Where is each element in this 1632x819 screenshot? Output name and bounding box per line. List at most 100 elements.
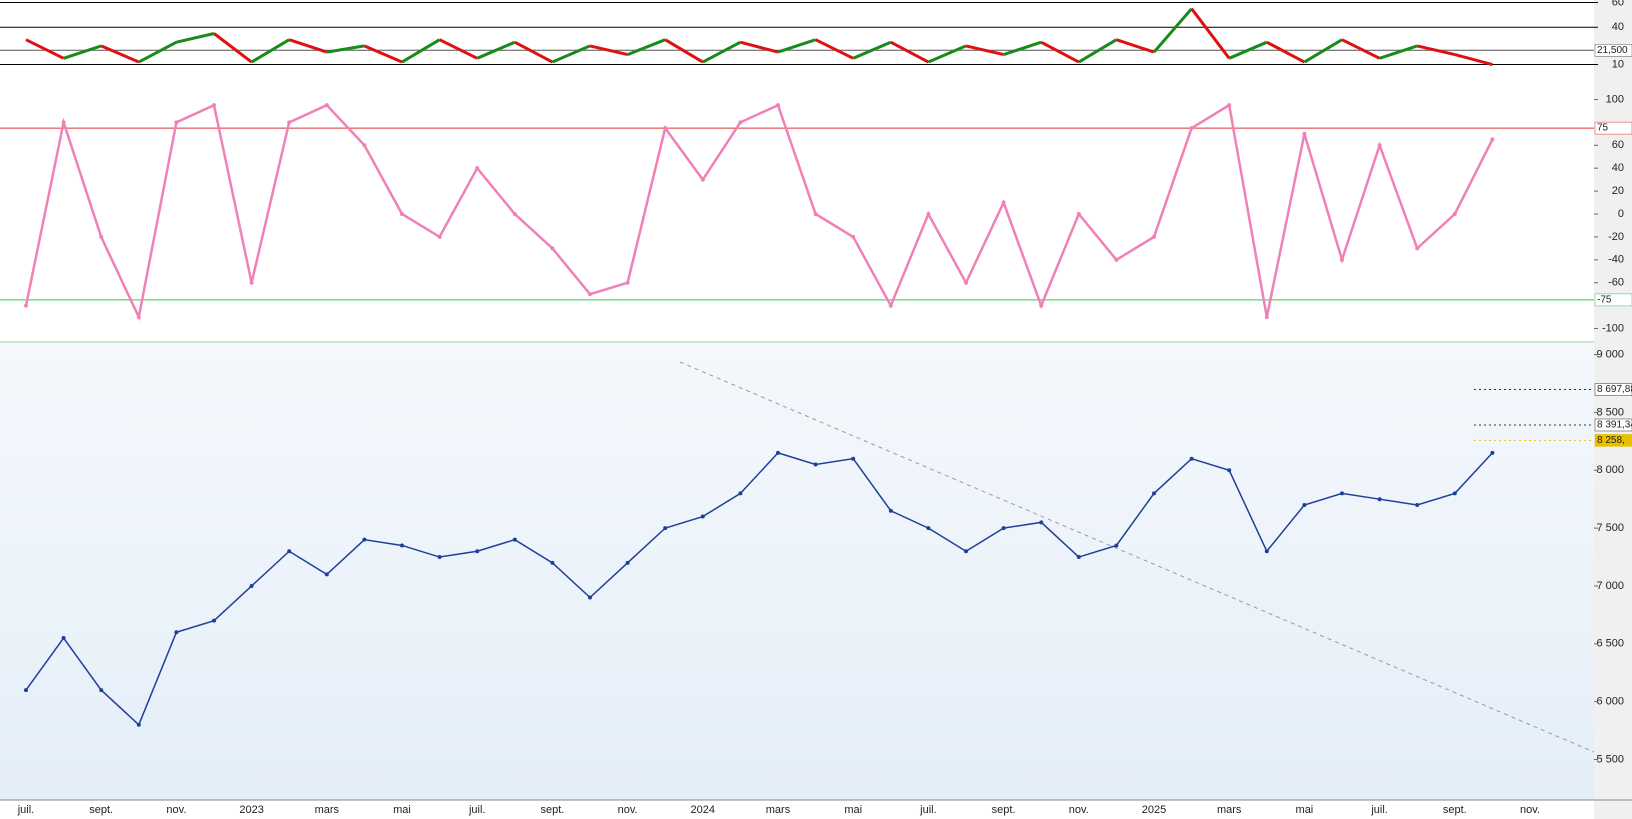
x-tick-label: 2024 bbox=[691, 804, 715, 816]
line-segment bbox=[927, 44, 967, 64]
line-segment bbox=[288, 38, 328, 54]
line-segment bbox=[401, 38, 441, 64]
data-point bbox=[1114, 257, 1119, 262]
x-tick-label: mars bbox=[315, 804, 340, 816]
y-tick-label: 6 000 bbox=[1596, 696, 1624, 708]
data-point bbox=[888, 303, 893, 308]
y-tick-label: -100 bbox=[1602, 322, 1624, 334]
data-point bbox=[625, 560, 630, 565]
data-point bbox=[437, 555, 442, 560]
y-tick-label: 8 000 bbox=[1596, 464, 1624, 476]
x-tick-label: nov. bbox=[1520, 804, 1540, 816]
data-point bbox=[1076, 555, 1081, 560]
line-segment bbox=[1078, 38, 1118, 64]
data-point bbox=[1452, 212, 1457, 216]
x-tick-label: sept. bbox=[540, 804, 564, 816]
data-point bbox=[287, 120, 292, 125]
y-tick-label: 8 500 bbox=[1596, 406, 1624, 418]
data-point bbox=[813, 462, 818, 467]
data-point bbox=[174, 630, 179, 635]
line-segment bbox=[965, 44, 1004, 57]
x-tick-label: juil. bbox=[17, 804, 35, 816]
data-point bbox=[437, 234, 442, 239]
data-point bbox=[24, 688, 28, 693]
level-label: 8 391,34 bbox=[1597, 420, 1632, 431]
level-label-bg bbox=[1594, 293, 1632, 307]
x-tick-label: sept. bbox=[1443, 804, 1467, 816]
y-tick-label: 7 000 bbox=[1596, 580, 1624, 592]
y-tick-label: -20 bbox=[1608, 231, 1624, 243]
data-point bbox=[1302, 131, 1307, 136]
data-point bbox=[1076, 212, 1081, 216]
level-label: 21,500 bbox=[1597, 45, 1628, 56]
data-point bbox=[400, 212, 404, 216]
y-tick-label: 9 000 bbox=[1596, 348, 1624, 360]
data-point bbox=[512, 537, 517, 542]
data-point bbox=[1264, 549, 1269, 554]
data-point bbox=[1340, 491, 1344, 496]
data-point bbox=[1490, 450, 1495, 455]
y-tick-label: 60 bbox=[1612, 0, 1624, 8]
data-point bbox=[926, 212, 931, 216]
data-point bbox=[588, 595, 592, 600]
y-tick-label: 0 bbox=[1618, 208, 1624, 220]
data-point bbox=[1340, 257, 1344, 262]
data-point bbox=[851, 456, 856, 461]
data-point bbox=[212, 618, 216, 623]
data-point bbox=[663, 126, 668, 131]
data-point bbox=[475, 166, 480, 171]
line-segment bbox=[777, 38, 817, 54]
x-tick-label: mai bbox=[1296, 804, 1314, 816]
y-tick-label: 5 500 bbox=[1596, 753, 1624, 765]
x-tick-label: mai bbox=[393, 804, 411, 816]
data-point bbox=[99, 688, 104, 693]
data-point bbox=[174, 120, 179, 125]
level-label: -75 bbox=[1597, 295, 1612, 306]
data-point bbox=[776, 103, 780, 108]
y-tick-label: -60 bbox=[1608, 277, 1624, 289]
data-point bbox=[1039, 520, 1044, 525]
line-segment bbox=[1040, 40, 1080, 64]
x-tick-label: mars bbox=[766, 804, 791, 816]
data-point bbox=[1452, 491, 1457, 496]
line-segment bbox=[1115, 38, 1155, 54]
data-point bbox=[24, 303, 28, 308]
level-label-bg bbox=[1594, 383, 1632, 396]
level-label-bg bbox=[1594, 121, 1632, 135]
x-tick-label: 2025 bbox=[1142, 804, 1166, 816]
data-point bbox=[1114, 543, 1119, 548]
data-point bbox=[1227, 103, 1232, 108]
data-point bbox=[1490, 137, 1495, 142]
line-segment bbox=[814, 38, 854, 60]
data-point bbox=[1189, 126, 1194, 131]
data-point bbox=[1377, 497, 1382, 502]
data-point bbox=[1415, 246, 1420, 251]
data-point bbox=[512, 212, 517, 216]
line-segment bbox=[852, 40, 892, 60]
level-label: 8 697,88 bbox=[1597, 384, 1632, 395]
data-point bbox=[588, 292, 592, 297]
line-segment bbox=[1003, 40, 1042, 57]
y-tick-label: 60 bbox=[1612, 139, 1624, 151]
y-tick-label: 40 bbox=[1612, 21, 1624, 33]
line-segment bbox=[1190, 7, 1231, 60]
line-segment bbox=[1379, 44, 1418, 60]
data-point bbox=[625, 280, 630, 285]
line-segment bbox=[250, 38, 290, 64]
line-segment bbox=[740, 40, 779, 54]
data-point bbox=[1227, 468, 1232, 473]
line-segment bbox=[627, 38, 666, 56]
line-segment bbox=[1228, 40, 1268, 60]
line-segment bbox=[890, 40, 930, 64]
data-point bbox=[550, 560, 555, 565]
data-point bbox=[1039, 303, 1044, 308]
x-tick-label: mai bbox=[844, 804, 862, 816]
level-label: 75 bbox=[1597, 123, 1609, 134]
y-tick-label: 100 bbox=[1606, 93, 1624, 105]
x-tick-label: juil. bbox=[1370, 804, 1388, 816]
data-point bbox=[362, 143, 367, 148]
y-tick-label: 40 bbox=[1612, 162, 1624, 174]
data-point bbox=[1264, 315, 1269, 320]
data-point bbox=[136, 722, 141, 727]
